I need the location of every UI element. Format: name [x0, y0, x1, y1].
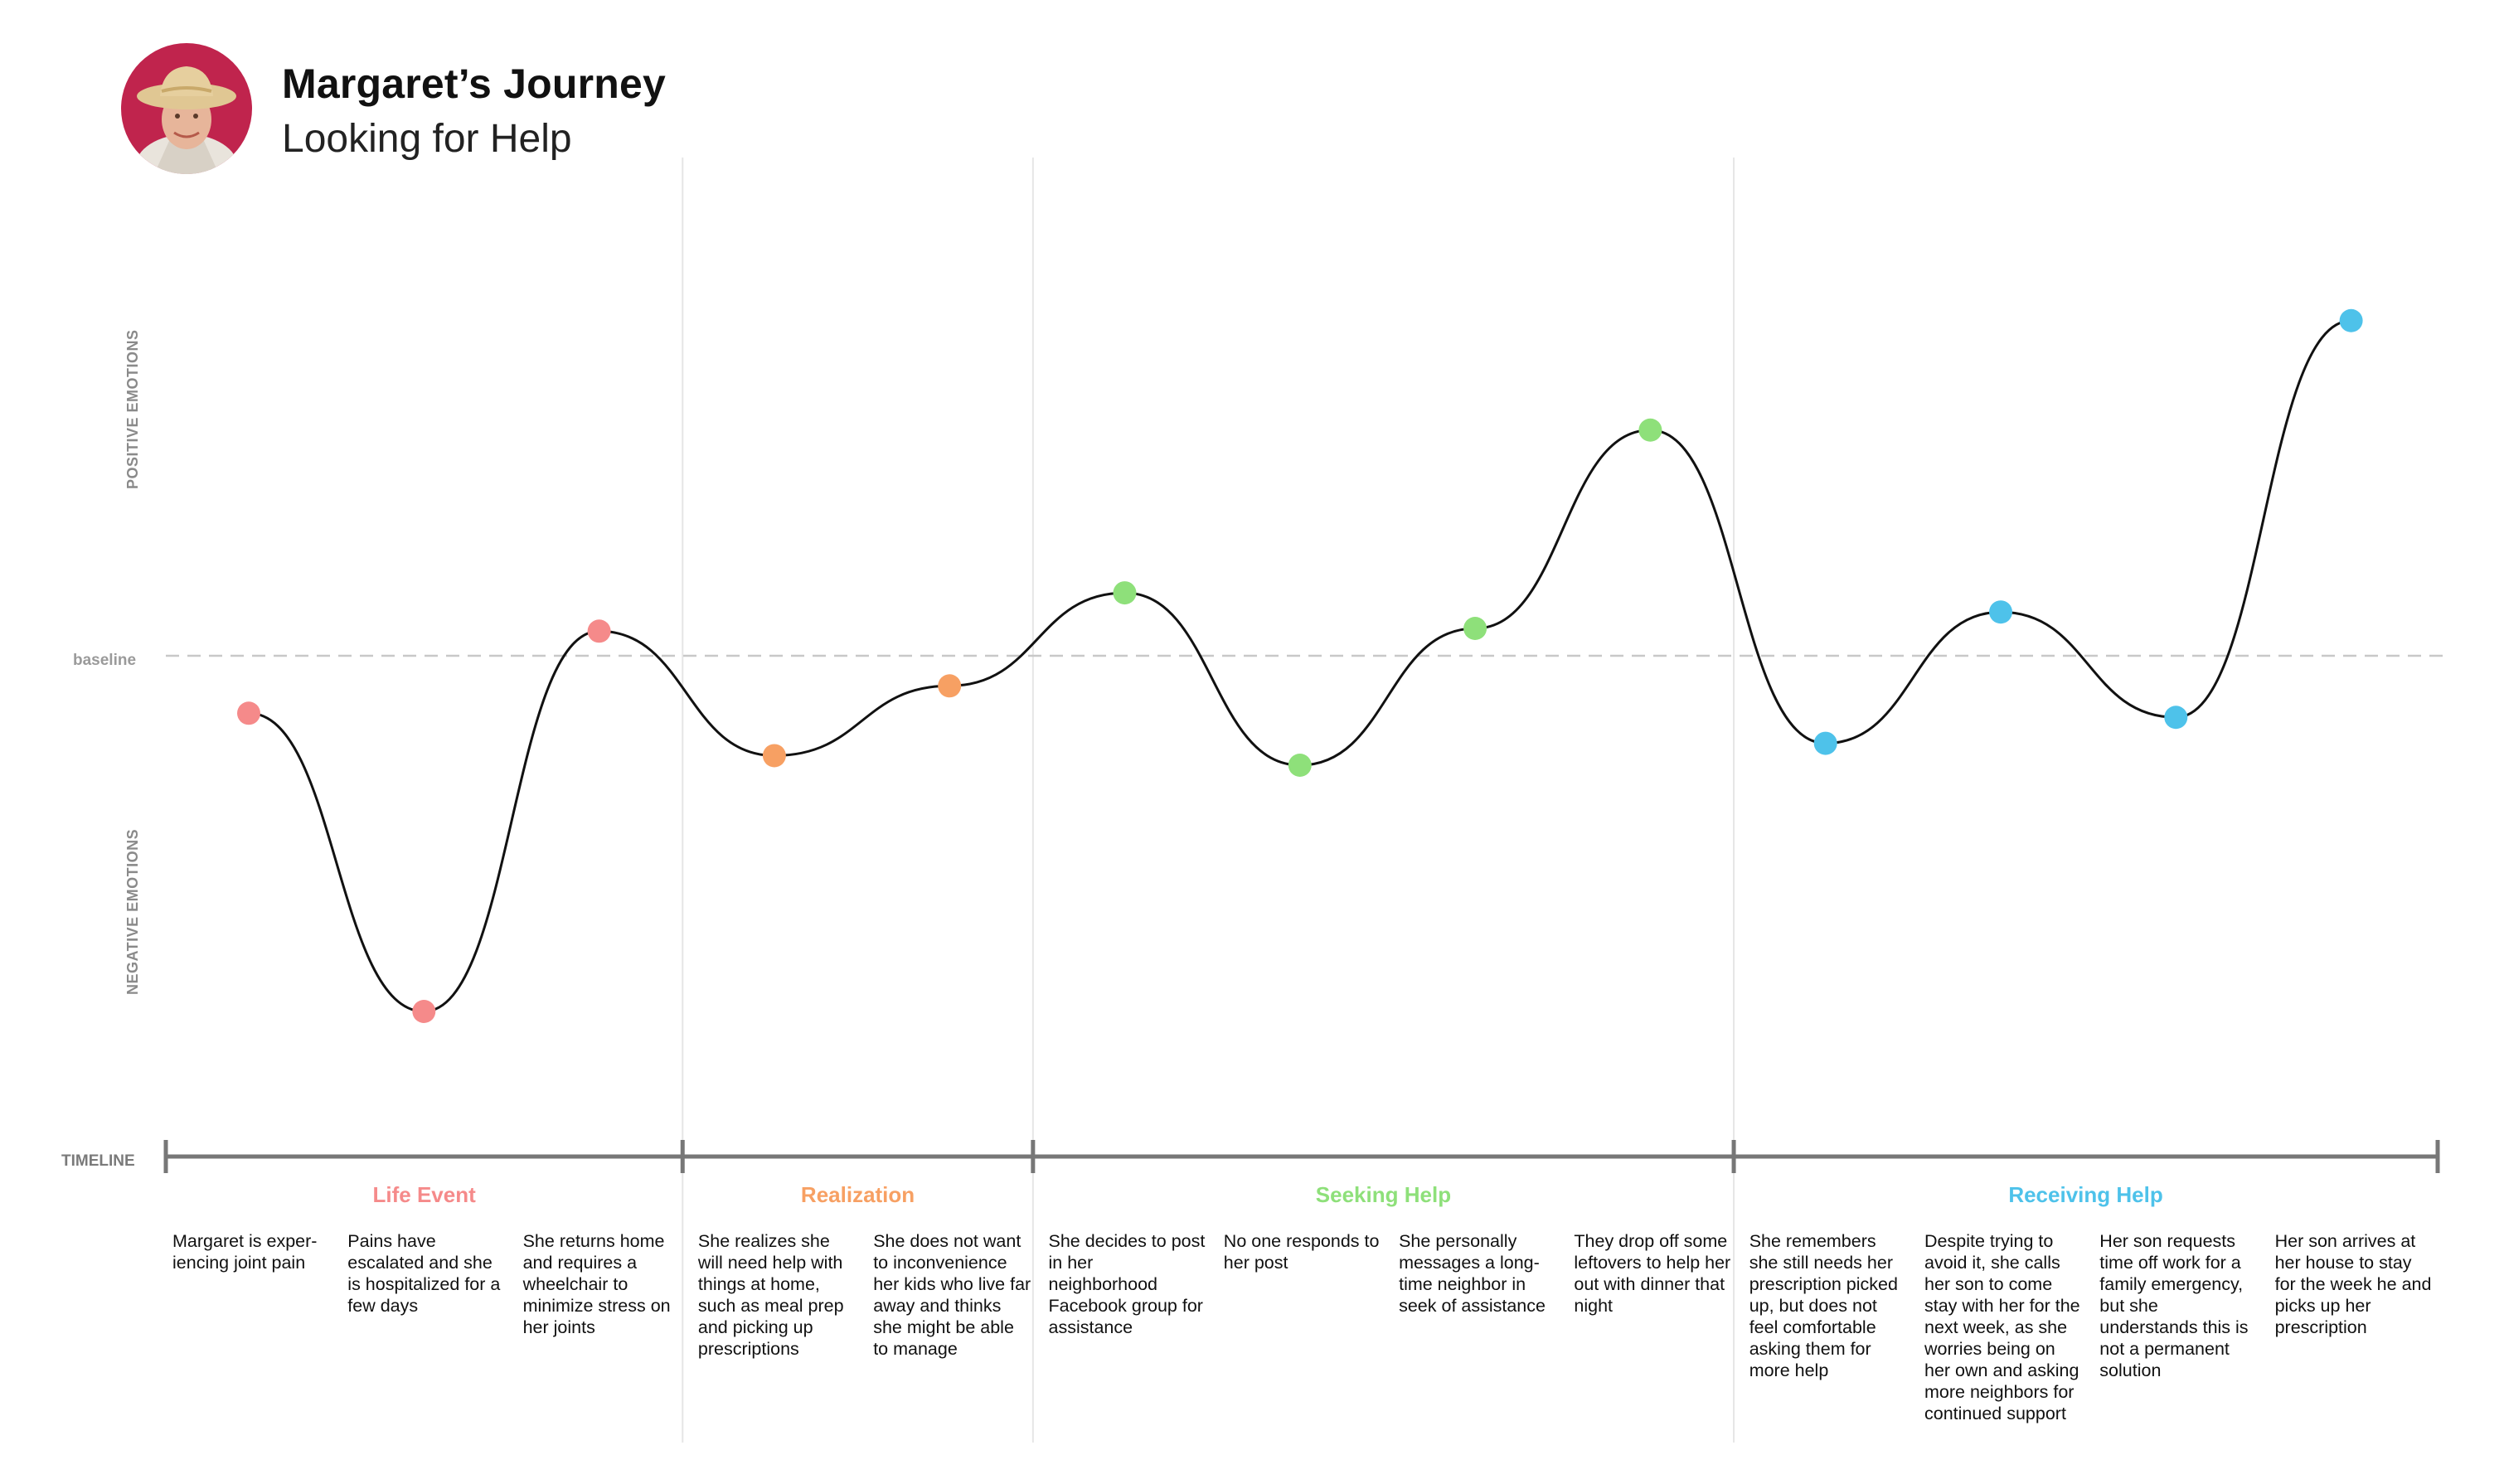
page-subtitle: Looking for Help [282, 117, 572, 161]
step-description: She personally messages a long-time neig… [1399, 1231, 1546, 1316]
stage-label: Seeking Help [1315, 1182, 1452, 1207]
step-description: She decides to post in her neighborhood … [1048, 1231, 1206, 1337]
step-description: They drop off some leftovers to help her… [1574, 1231, 1731, 1316]
emotion-point [1638, 418, 1662, 442]
timeline-label: TIMELINE [61, 1152, 135, 1170]
avatar [121, 43, 252, 174]
emotion-curve [248, 319, 2351, 1013]
baseline-label: baseline [73, 652, 137, 669]
emotion-point [2339, 308, 2363, 332]
step-description: She does not want to inconvenience her k… [873, 1231, 1031, 1359]
step-description: Pains have escalated and she is hospital… [347, 1231, 501, 1316]
step-description: Her son requests time off work for a fam… [2099, 1231, 2249, 1380]
portrait-image [121, 43, 252, 174]
step-description: She returns home and requires a wheelcha… [522, 1231, 671, 1337]
stage-label: Realization [800, 1182, 915, 1207]
step-description: No one responds to her post [1223, 1231, 1380, 1273]
page-title: Margaret’s Journey [282, 61, 667, 107]
step-description: She realizes she will need help with thi… [697, 1231, 844, 1359]
emotion-point [938, 674, 962, 698]
stage-label: Receiving Help [2008, 1182, 2163, 1207]
emotion-point [587, 619, 611, 643]
emotion-point [1989, 600, 2012, 624]
stage-label: Life Event [372, 1182, 476, 1207]
emotion-point [237, 701, 260, 725]
emotion-point [1288, 754, 1312, 777]
step-description: Her son arrives at her house to stay for… [2274, 1231, 2432, 1337]
step-description: She remembers she still needs her prescr… [1749, 1231, 1898, 1380]
emotion-point [1813, 731, 1837, 755]
emotion-point [762, 744, 786, 768]
emotion-point [412, 1000, 436, 1023]
step-description: Margaret is exper-iencing joint pain [172, 1231, 318, 1273]
emotion-point [2164, 706, 2188, 730]
emotion-point [1463, 617, 1487, 640]
emotion-point [1113, 581, 1137, 605]
step-description: Despite trying to avoid it, she calls he… [1924, 1231, 2080, 1423]
